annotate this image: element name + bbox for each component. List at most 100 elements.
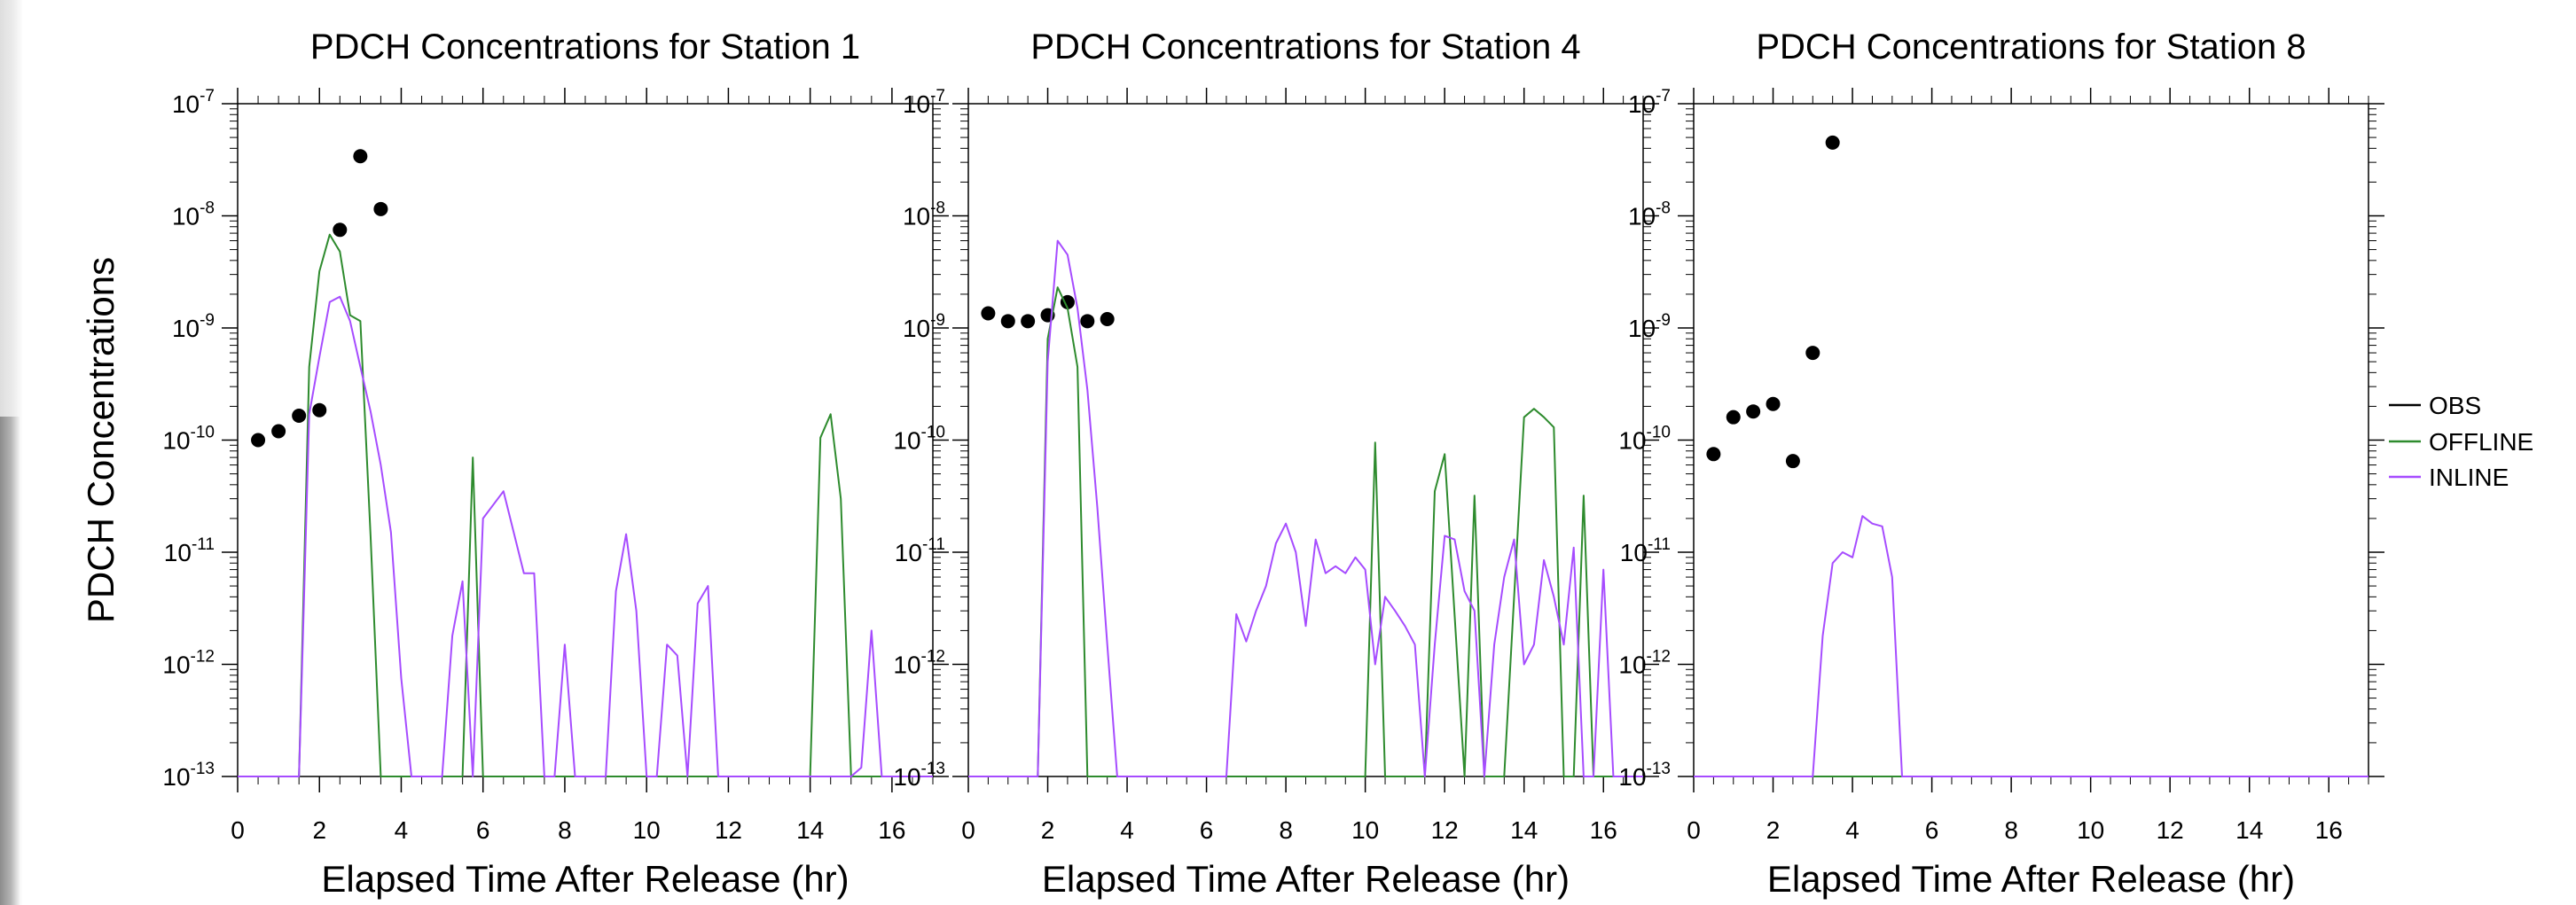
legend-label-inline: INLINE bbox=[2429, 464, 2509, 491]
x-axis-label: Elapsed Time After Release (hr) bbox=[1767, 858, 2295, 900]
y-tick-label-base: 10 bbox=[162, 651, 190, 679]
y-tick-label-base: 10 bbox=[1628, 315, 1656, 342]
y-tick-label-base: 10 bbox=[172, 315, 200, 342]
chart-panel-2: PDCH Concentrations for Station 410-1310… bbox=[893, 27, 1659, 900]
x-tick-label: 12 bbox=[715, 816, 742, 844]
x-tick-label: 12 bbox=[1431, 816, 1459, 844]
chart-title: PDCH Concentrations for Station 1 bbox=[310, 27, 860, 66]
y-tick-label: 10-9 bbox=[172, 311, 215, 342]
y-tick-label-exponent: -7 bbox=[1656, 87, 1671, 105]
chart-panel-3: PDCH Concentrations for Station 810-1310… bbox=[1618, 27, 2384, 900]
y-tick-label-exponent: -13 bbox=[191, 760, 215, 778]
x-tick-label: 10 bbox=[633, 816, 661, 844]
x-axis-label: Elapsed Time After Release (hr) bbox=[321, 858, 849, 900]
obs-point bbox=[1706, 447, 1721, 462]
y-tick-label-exponent: -8 bbox=[200, 199, 215, 218]
plot-frame bbox=[237, 103, 934, 777]
inline-series-line bbox=[238, 295, 933, 777]
x-tick-label: 2 bbox=[1041, 816, 1055, 844]
obs-point bbox=[333, 222, 348, 238]
y-tick-label: 10-12 bbox=[162, 648, 215, 679]
y-tick-label-base: 10 bbox=[1618, 763, 1646, 791]
x-tick-label: 14 bbox=[796, 816, 824, 844]
x-tick-label: 6 bbox=[1200, 816, 1214, 844]
x-tick-label: 2 bbox=[312, 816, 326, 844]
legend-label-offline: OFFLINE bbox=[2429, 428, 2533, 456]
y-tick-label-exponent: -12 bbox=[921, 648, 945, 667]
obs-point bbox=[292, 408, 307, 423]
y-tick-label-base: 10 bbox=[172, 90, 200, 118]
offline-series-line bbox=[238, 233, 933, 777]
obs-point bbox=[271, 424, 286, 439]
x-tick-label: 16 bbox=[2315, 816, 2343, 844]
x-tick-label: 4 bbox=[1120, 816, 1134, 844]
y-tick-label-base: 10 bbox=[1618, 427, 1646, 455]
y-tick-label-base: 10 bbox=[1618, 651, 1646, 679]
y-tick-label-base: 10 bbox=[903, 90, 930, 118]
x-tick-label: 2 bbox=[1766, 816, 1781, 844]
obs-point bbox=[981, 306, 996, 321]
y-tick-label: 10-9 bbox=[903, 311, 945, 342]
y-tick-label-base: 10 bbox=[164, 539, 192, 566]
y-tick-label: 10-12 bbox=[1618, 648, 1671, 679]
y-tick-label-base: 10 bbox=[903, 315, 930, 342]
y-tick-label-exponent: -11 bbox=[192, 535, 215, 554]
inline-series-line bbox=[968, 239, 1643, 777]
y-tick-label: 10-10 bbox=[162, 424, 215, 455]
y-tick-label: 10-7 bbox=[172, 87, 215, 118]
y-tick-label: 10-13 bbox=[893, 760, 945, 791]
y-tick-label-exponent: -7 bbox=[930, 87, 945, 105]
y-tick-label-base: 10 bbox=[893, 651, 920, 679]
y-tick-label-exponent: -13 bbox=[1647, 760, 1671, 778]
y-tick-label-base: 10 bbox=[893, 763, 920, 791]
y-tick-label-exponent: -13 bbox=[921, 760, 945, 778]
y-axis-label: PDCH Concentrations bbox=[80, 257, 121, 623]
y-tick-label-exponent: -11 bbox=[922, 535, 945, 554]
y-tick-label-base: 10 bbox=[895, 539, 922, 566]
obs-point bbox=[1726, 410, 1741, 425]
y-tick-label-exponent: -9 bbox=[1656, 311, 1671, 330]
y-tick-label-exponent: -8 bbox=[1656, 199, 1671, 218]
y-tick-label-base: 10 bbox=[1620, 539, 1648, 566]
obs-point bbox=[1746, 404, 1761, 419]
obs-point bbox=[1766, 396, 1781, 411]
x-tick-label: 8 bbox=[1279, 816, 1293, 844]
x-tick-label: 0 bbox=[231, 816, 245, 844]
legend: OBS OFFLINE INLINE bbox=[2389, 392, 2533, 491]
x-tick-label: 10 bbox=[2077, 816, 2104, 844]
obs-point bbox=[353, 149, 368, 164]
x-tick-label: 6 bbox=[476, 816, 490, 844]
y-tick-label-exponent: -7 bbox=[200, 87, 215, 105]
x-tick-label: 12 bbox=[2157, 816, 2184, 844]
y-tick-label-base: 10 bbox=[1628, 90, 1656, 118]
y-tick-label: 10-12 bbox=[893, 648, 945, 679]
y-tick-label: 10-13 bbox=[1618, 760, 1671, 791]
y-tick-label: 10-10 bbox=[1618, 424, 1671, 455]
x-tick-label: 0 bbox=[1687, 816, 1701, 844]
chart-title: PDCH Concentrations for Station 8 bbox=[1756, 27, 2306, 66]
x-tick-label: 6 bbox=[1925, 816, 1939, 844]
y-tick-label: 10-10 bbox=[893, 424, 945, 455]
y-tick-label: 10-7 bbox=[1628, 87, 1671, 118]
x-tick-label: 10 bbox=[1351, 816, 1379, 844]
y-tick-label-exponent: -9 bbox=[930, 311, 945, 330]
obs-point bbox=[1785, 454, 1800, 469]
x-tick-label: 8 bbox=[2004, 816, 2018, 844]
obs-point bbox=[1080, 314, 1095, 329]
obs-point bbox=[1060, 294, 1075, 309]
y-tick-label: 10-11 bbox=[164, 535, 215, 566]
x-tick-label: 16 bbox=[1590, 816, 1617, 844]
y-tick-label-base: 10 bbox=[893, 427, 920, 455]
chart-panel-1: PDCH Concentrations for Station 110-1310… bbox=[80, 27, 949, 900]
chart-title: PDCH Concentrations for Station 4 bbox=[1030, 27, 1580, 66]
y-tick-label-exponent: -10 bbox=[1647, 424, 1671, 442]
y-tick-label-base: 10 bbox=[903, 203, 930, 230]
x-tick-label: 16 bbox=[878, 816, 905, 844]
obs-point bbox=[1021, 314, 1036, 329]
y-tick-label-exponent: -10 bbox=[191, 424, 215, 442]
x-tick-label: 0 bbox=[961, 816, 975, 844]
plot-frame bbox=[967, 103, 1644, 777]
y-tick-label: 10-11 bbox=[895, 535, 945, 566]
y-tick-label-base: 10 bbox=[1628, 203, 1656, 230]
